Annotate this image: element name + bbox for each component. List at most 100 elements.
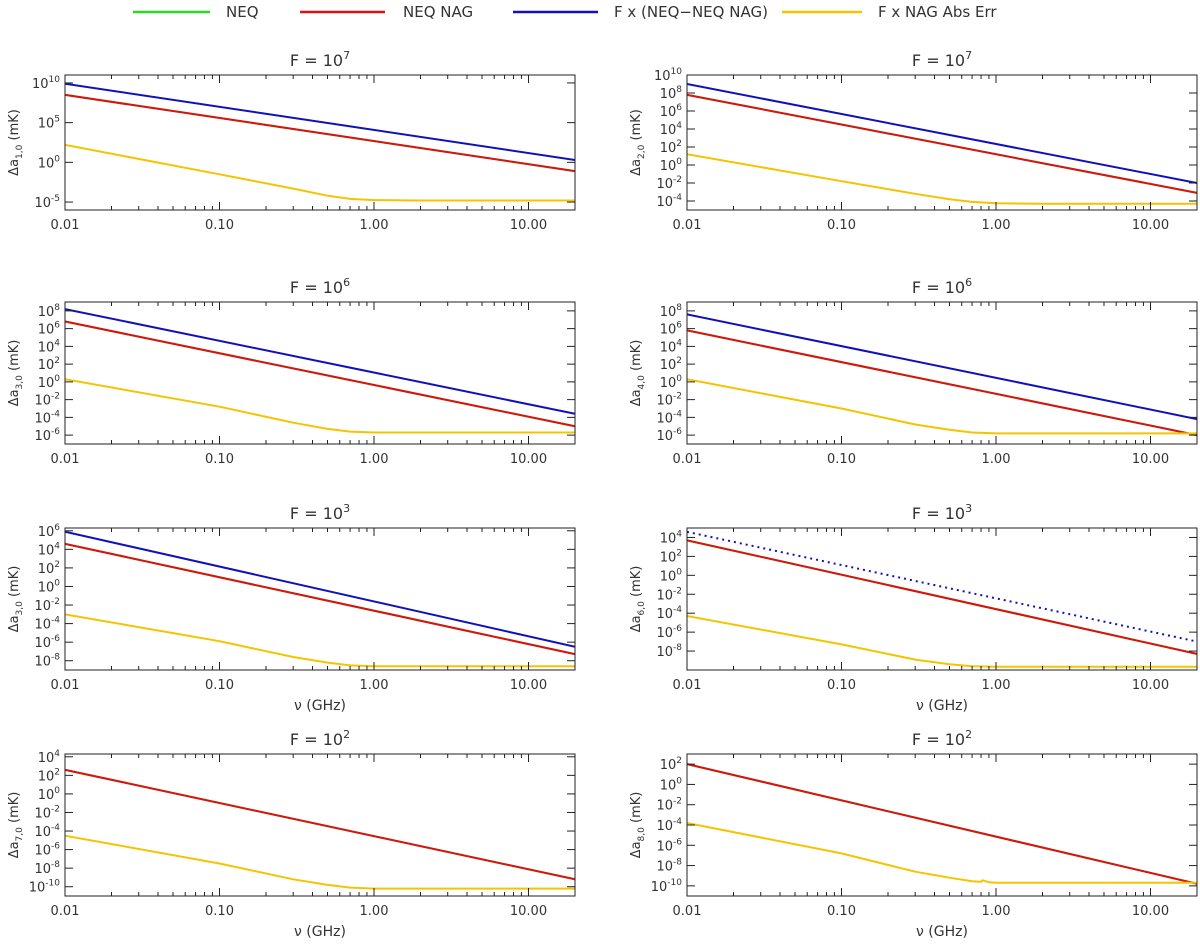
panel-8-title-exponent: 2 bbox=[965, 728, 972, 741]
panel-3-ytick-base-6: 10 bbox=[38, 323, 55, 338]
panel-2-ytick-exp-7: 10 bbox=[671, 67, 683, 77]
panel-7-series-f-x-nag-abs-err bbox=[65, 834, 575, 890]
panel-1-ytick-base-3: 10 bbox=[32, 77, 49, 92]
panel-7-ytick-label-3: 10-4 bbox=[34, 823, 60, 840]
panel-7-ytick-label-2: 10-6 bbox=[34, 842, 60, 859]
panel-3-ytick-base-4: 10 bbox=[38, 358, 55, 373]
panel-3-ytick-base-1: 10 bbox=[34, 411, 51, 426]
panel-1-series bbox=[65, 82, 575, 202]
panel-6-xtick-label-1: 0.10 bbox=[827, 678, 856, 693]
panel-2-ytick-base-2: 10 bbox=[660, 159, 677, 174]
panel-4-xtick-label-0: 0.01 bbox=[673, 452, 702, 467]
panel-5-ytick-exp-5: 2 bbox=[54, 560, 60, 570]
panel-3-series-f-x-neq-neq-nag bbox=[65, 308, 575, 415]
panel-5-ytick-base-4: 10 bbox=[38, 580, 55, 595]
panel-3-ytick-base-0: 10 bbox=[34, 429, 51, 444]
panel-6-ytick-label-1: 10-6 bbox=[656, 624, 682, 641]
panel-6-ytick-base-5: 10 bbox=[660, 550, 677, 565]
panel-4-xtick-label-2: 1.00 bbox=[982, 452, 1011, 467]
panel-1-title-prefix: F = 10 bbox=[290, 51, 343, 70]
legend-label-neq: NEQ bbox=[226, 3, 259, 21]
panel-4-xtick-label-1: 0.10 bbox=[827, 452, 856, 467]
panel-2-ylabel-sub: 2,0 bbox=[637, 144, 647, 159]
panel-8-ytick-label-1: 10-8 bbox=[656, 858, 682, 875]
panel-1-xtick-label-3: 10.00 bbox=[510, 218, 547, 233]
panel-6-xtick-label-2: 1.00 bbox=[982, 678, 1011, 693]
panel-2-title-prefix: F = 10 bbox=[912, 51, 965, 70]
panel-7-ytick-label-7: 104 bbox=[38, 749, 61, 766]
panel-5-ytick-base-1: 10 bbox=[34, 636, 51, 651]
panel-1-series-f-x-nag-abs-err bbox=[65, 143, 575, 202]
panel-5-ylabel-sub: 3,0 bbox=[15, 601, 25, 616]
panel-2-ytick-exp-3: 2 bbox=[676, 139, 682, 149]
panel-4-ytick-base-7: 10 bbox=[660, 305, 677, 320]
panel-5-ytick-exp-0: -8 bbox=[51, 653, 60, 663]
legend: NEQ NEQ NAG F x (NEQ−NEQ NAG) F x NAG Ab… bbox=[133, 3, 997, 21]
panel-3-ytick-label-6: 106 bbox=[38, 321, 61, 338]
panel-8-ytick-exp-1: -8 bbox=[673, 858, 682, 868]
panel-8-xlabel: ν (GHz) bbox=[916, 924, 968, 940]
panel-6-ytick-exp-6: 4 bbox=[676, 529, 682, 539]
panel-2-ytick-exp-6: 8 bbox=[676, 85, 682, 95]
panel-5-series bbox=[65, 530, 575, 668]
panel-8-xtick-label-3: 10.00 bbox=[1132, 904, 1169, 919]
panel-3-ytick-label-1: 10-4 bbox=[34, 409, 60, 426]
legend-entry-abs-err: F x NAG Abs Err bbox=[782, 3, 997, 21]
panel-2-ytick-base-3: 10 bbox=[660, 141, 677, 156]
panel-8-series-f-x-nag-abs-err bbox=[687, 822, 1197, 884]
panel-8-series bbox=[687, 763, 1197, 885]
panel-7-ylabel-unit: (mK) bbox=[7, 792, 22, 827]
panel-6-ytick-exp-3: -2 bbox=[673, 586, 682, 596]
panel-3-ytick-label-7: 108 bbox=[38, 303, 61, 320]
panel-8-xtick-label-0: 0.01 bbox=[673, 904, 702, 919]
panel-2-ytick-label-0: 10-4 bbox=[656, 193, 682, 210]
panel-4-ytick-label-0: 10-6 bbox=[656, 427, 682, 444]
panel-1-ytick-exp-1: 0 bbox=[54, 154, 60, 164]
panel-1-series-neq-nag bbox=[65, 93, 575, 173]
panel-6-ytick-base-1: 10 bbox=[656, 626, 673, 641]
panel-1-ylabel-sub: 1,0 bbox=[15, 144, 25, 159]
panel-2-ytick-base-6: 10 bbox=[660, 87, 677, 102]
panel-3-ytick-exp-7: 8 bbox=[54, 303, 60, 313]
panel-1-ytick-label-1: 100 bbox=[38, 154, 61, 171]
panel-7-title: F = 102 bbox=[290, 728, 350, 749]
panel-8-ytick-base-3: 10 bbox=[656, 819, 673, 834]
panel-3-series-neq-nag bbox=[65, 320, 575, 428]
panel-2-xtick-label-2: 1.00 bbox=[982, 218, 1011, 233]
panel-7-title-prefix: F = 10 bbox=[290, 730, 343, 749]
panel-5-series-neq-nag bbox=[65, 542, 575, 656]
panel-3-ytick-exp-1: -4 bbox=[51, 409, 60, 419]
panel-2-title-exponent: 7 bbox=[965, 49, 972, 62]
panel-4-ytick-exp-6: 6 bbox=[676, 321, 682, 331]
panel-2-xtick-label-0: 0.01 bbox=[673, 218, 702, 233]
legend-entry-neq: NEQ bbox=[133, 3, 259, 21]
panel-5-ytick-exp-7: 6 bbox=[54, 523, 60, 533]
panel-3-ytick-exp-6: 6 bbox=[54, 321, 60, 331]
panel-5-ytick-label-0: 10-8 bbox=[34, 653, 60, 670]
panel-6-ytick-label-3: 10-2 bbox=[656, 586, 682, 603]
panel-6-ytick-exp-1: -6 bbox=[673, 624, 682, 634]
panel-6-ytick-label-2: 10-4 bbox=[656, 605, 682, 622]
panel-3-ytick-base-5: 10 bbox=[38, 340, 55, 355]
panel-6-series-neq-nag bbox=[687, 539, 1197, 655]
panel-4-ytick-exp-3: 0 bbox=[676, 374, 682, 384]
panel-2-ytick-exp-5: 6 bbox=[676, 103, 682, 113]
panel-7-ytick-label-0: 10-10 bbox=[29, 879, 61, 896]
panel-5-plot-frame bbox=[64, 527, 576, 671]
panel-8-title: F = 102 bbox=[912, 728, 972, 749]
panel-4-plot-frame bbox=[686, 301, 1198, 445]
panel-4-ylabel: Δa4,0 (mK) bbox=[629, 340, 647, 407]
panel-4-title-prefix: F = 10 bbox=[912, 278, 965, 297]
panel-5-ytick-label-1: 10-6 bbox=[34, 634, 60, 651]
panel-6-xlabel: ν (GHz) bbox=[916, 698, 968, 714]
panel-5-xtick-label-0: 0.01 bbox=[51, 678, 80, 693]
panel-6-series bbox=[687, 530, 1197, 668]
panel-2-ytick-base-4: 10 bbox=[660, 123, 677, 138]
panel-5-ytick-label-3: 10-2 bbox=[34, 597, 60, 614]
panel-3-xtick-label-0: 0.01 bbox=[51, 452, 80, 467]
panel-3-series-f-x-nag-abs-err bbox=[65, 378, 575, 434]
panel-4-ytick-base-0: 10 bbox=[656, 429, 673, 444]
panel-6-ytick-label-6: 104 bbox=[660, 529, 683, 546]
